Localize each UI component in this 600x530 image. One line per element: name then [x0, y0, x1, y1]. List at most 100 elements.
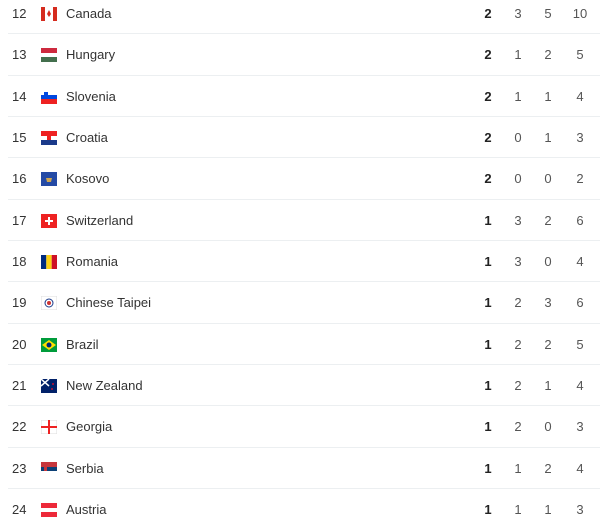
silver-count: 0	[514, 129, 522, 145]
table-row[interactable]: 15 Croatia 2 0 1 3	[8, 117, 600, 159]
country-name: Switzerland	[66, 212, 134, 228]
bronze-count: 1	[544, 88, 552, 104]
table-row[interactable]: 19 Chinese Taipei 1 2 3 6	[8, 282, 600, 324]
total-count: 4	[576, 88, 584, 104]
country-name: Brazil	[66, 336, 99, 352]
gold-count: 1	[484, 336, 492, 352]
bronze-count: 1	[544, 501, 552, 517]
canada-flag-icon	[41, 7, 57, 21]
kosovo-flag-icon	[41, 172, 57, 187]
rank: 17	[12, 212, 27, 228]
rank: 20	[12, 336, 27, 352]
gold-count: 2	[484, 171, 492, 187]
gold-count: 2	[484, 6, 492, 21]
silver-count: 2	[514, 336, 522, 352]
gold-count: 1	[484, 501, 492, 517]
silver-count: 3	[514, 212, 522, 228]
country-name: Romania	[66, 253, 119, 269]
silver-count: 1	[514, 47, 522, 63]
country-name: Croatia	[66, 129, 108, 145]
total-count: 3	[576, 419, 584, 435]
chinese-taipei-flag-icon	[41, 296, 57, 311]
georgia-flag-icon	[41, 420, 57, 435]
rank: 16	[12, 171, 27, 187]
total-count: 5	[576, 336, 584, 352]
brazil-flag-icon	[41, 337, 57, 352]
bronze-count: 0	[544, 253, 552, 269]
country-name: Georgia	[66, 419, 113, 435]
rank: 13	[12, 47, 27, 63]
bronze-count: 0	[544, 171, 552, 187]
total-count: 5	[576, 47, 584, 63]
bronze-count: 1	[544, 129, 552, 145]
gold-count: 2	[484, 129, 492, 145]
table-row[interactable]: 14 Slovenia 2 1 1 4	[8, 76, 600, 117]
silver-count: 1	[514, 460, 522, 476]
bronze-count: 2	[544, 212, 552, 228]
total-count: 3	[576, 129, 584, 145]
hungary-flag-icon	[41, 48, 57, 63]
rank: 12	[12, 6, 27, 21]
slovenia-flag-icon	[41, 89, 57, 104]
table-row[interactable]: 18 Romania 1 3 0 4	[8, 241, 600, 283]
table-row[interactable]: 13 Hungary 2 1 2 5	[8, 34, 600, 76]
bronze-count: 3	[544, 295, 552, 311]
gold-count: 2	[484, 47, 492, 63]
country-name: Serbia	[66, 460, 104, 476]
rank: 18	[12, 253, 27, 269]
total-count: 2	[576, 171, 584, 187]
silver-count: 0	[514, 171, 522, 187]
silver-count: 2	[514, 377, 522, 393]
new-zealand-flag-icon	[41, 378, 57, 393]
croatia-flag-icon	[41, 130, 57, 145]
table-row[interactable]: 16 Kosovo 2 0 0 2	[8, 158, 600, 200]
rank: 19	[12, 295, 27, 311]
bronze-count: 1	[544, 377, 552, 393]
total-count: 4	[576, 460, 584, 476]
table-row[interactable]: 21 New Zealand 1 2 1 4	[8, 365, 600, 407]
total-count: 6	[576, 295, 584, 311]
table-row[interactable]: 23 Serbia 1 1 2 4	[8, 448, 600, 489]
silver-count: 2	[514, 295, 522, 311]
country-name: Kosovo	[66, 171, 110, 187]
table-row[interactable]: 22 Georgia 1 2 0 3	[8, 406, 600, 448]
country-name: Austria	[66, 501, 107, 517]
table-row[interactable]: 12 Canada 2 3 5 10	[8, 0, 600, 35]
switzerland-flag-icon	[41, 213, 57, 228]
austria-flag-icon	[41, 502, 57, 517]
rank: 21	[12, 377, 27, 393]
rank: 14	[12, 88, 27, 104]
silver-count: 3	[514, 253, 522, 269]
country-name: Chinese Taipei	[66, 295, 152, 311]
silver-count: 1	[514, 501, 522, 517]
table-row[interactable]: 24 Austria 1 1 1 3	[8, 489, 600, 530]
total-count: 10	[572, 6, 588, 21]
gold-count: 1	[484, 212, 492, 228]
bronze-count: 0	[544, 419, 552, 435]
bronze-count: 2	[544, 336, 552, 352]
table-row[interactable]: 17 Switzerland 1 3 2 6	[8, 200, 600, 241]
country-name: Canada	[66, 6, 112, 21]
bronze-count: 2	[544, 47, 552, 63]
gold-count: 1	[484, 419, 492, 435]
rank: 15	[12, 129, 27, 145]
table-row[interactable]: 20 Brazil 1 2 2 5	[8, 324, 600, 365]
silver-count: 1	[514, 88, 522, 104]
gold-count: 1	[484, 295, 492, 311]
gold-count: 1	[484, 460, 492, 476]
total-count: 4	[576, 253, 584, 269]
total-count: 6	[576, 212, 584, 228]
silver-count: 2	[514, 419, 522, 435]
serbia-flag-icon	[41, 461, 57, 476]
romania-flag-icon	[41, 254, 57, 269]
rank: 24	[12, 501, 27, 517]
rank: 22	[12, 419, 27, 435]
gold-count: 1	[484, 377, 492, 393]
country-name: Hungary	[66, 47, 116, 63]
total-count: 3	[576, 501, 584, 517]
bronze-count: 5	[544, 6, 552, 21]
gold-count: 1	[484, 253, 492, 269]
total-count: 4	[576, 377, 584, 393]
country-name: Slovenia	[66, 88, 116, 104]
